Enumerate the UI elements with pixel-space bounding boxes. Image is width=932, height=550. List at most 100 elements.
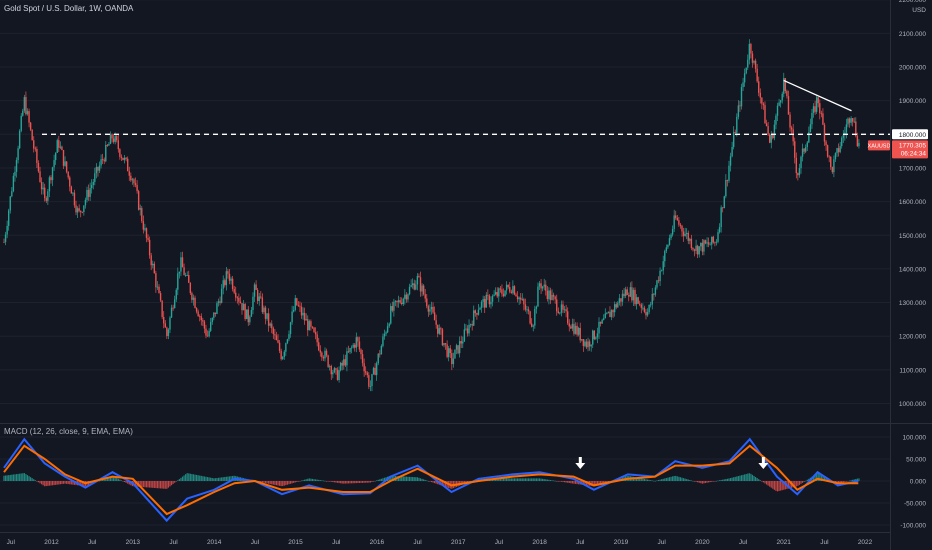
histogram-bar xyxy=(750,473,752,481)
candle-body xyxy=(233,289,235,293)
histogram-bar xyxy=(670,476,672,481)
candle-body xyxy=(603,318,605,320)
histogram-bar xyxy=(264,481,267,484)
symbol-title[interactable]: Gold Spot / U.S. Dollar, 1W, OANDA xyxy=(4,4,134,13)
histogram-bar xyxy=(418,477,420,481)
histogram-bar xyxy=(189,473,191,481)
candle-body xyxy=(858,142,860,147)
histogram-bar xyxy=(167,481,170,488)
histogram-bar xyxy=(108,477,110,481)
histogram-bar xyxy=(571,481,573,484)
histogram-bar xyxy=(423,479,425,481)
candle-body xyxy=(205,328,207,336)
histogram-bar xyxy=(311,478,314,481)
candle-body xyxy=(823,124,826,142)
candle-body xyxy=(119,149,121,157)
histogram-bar xyxy=(12,474,14,481)
candle-body xyxy=(368,375,370,387)
candle-body xyxy=(684,233,686,237)
candle-body xyxy=(540,283,542,289)
histogram-bar xyxy=(775,481,777,491)
candle-body xyxy=(408,286,411,295)
candle-body xyxy=(116,136,118,141)
candle-body xyxy=(653,293,655,295)
candle-body xyxy=(203,321,206,329)
candle-body xyxy=(778,102,780,106)
histogram-bar xyxy=(200,475,202,481)
histogram-bar xyxy=(166,481,168,489)
candle-body xyxy=(78,208,80,211)
histogram-bar xyxy=(123,481,126,482)
candle-body xyxy=(103,159,105,162)
histogram-bar xyxy=(845,481,848,482)
candle-body xyxy=(551,294,553,300)
histogram-bar xyxy=(509,478,511,481)
candle-body xyxy=(172,307,174,309)
candle-body xyxy=(148,239,151,256)
trendline[interactable] xyxy=(783,79,852,112)
price-axis[interactable]: USD 2200.000 2100.000 2000.000 1900.000 1700.… xyxy=(890,0,932,550)
histogram-bar xyxy=(432,481,434,483)
candle-body xyxy=(126,158,129,172)
candle-body xyxy=(447,348,450,357)
candle-body xyxy=(418,276,420,278)
candle-body xyxy=(758,81,760,93)
histogram-bar xyxy=(513,478,516,481)
histogram-bar xyxy=(205,476,207,481)
arrow-shaft xyxy=(761,457,765,464)
candle-body xyxy=(394,300,397,302)
candle-body xyxy=(510,291,513,293)
histogram-bar xyxy=(144,481,146,488)
candle-body xyxy=(427,306,430,312)
histogram-bar xyxy=(725,479,727,481)
down-arrow-icon xyxy=(575,457,586,469)
histogram-bar xyxy=(640,478,642,481)
candle-body xyxy=(424,294,426,299)
time-tick-label: 2018 xyxy=(532,539,547,546)
price-tick-label: 1400.000 xyxy=(899,266,926,273)
candle-body xyxy=(213,312,215,318)
candle-body xyxy=(739,105,741,107)
candle-body xyxy=(515,294,517,297)
candle-body xyxy=(753,60,755,63)
histogram-bar xyxy=(346,481,348,484)
candle-body xyxy=(94,173,96,182)
macd-indicator-label[interactable]: MACD (12, 26, close, 9, EMA, EMA) xyxy=(4,427,133,436)
candle-body xyxy=(133,179,135,184)
candle-body xyxy=(659,270,661,282)
candle-body xyxy=(676,218,679,221)
histogram-bar xyxy=(55,481,57,485)
candle-body xyxy=(385,332,387,334)
candle-body xyxy=(289,322,292,335)
histogram-bar xyxy=(332,481,334,483)
candle-body xyxy=(181,257,184,268)
histogram-bar xyxy=(9,474,11,481)
histogram-bar xyxy=(172,481,174,484)
time-axis[interactable]: Jul 2012 Jul 2013 Jul 2014 Jul 2015 Jul 2016 Jul 20… xyxy=(0,532,890,550)
histogram-bar xyxy=(534,478,536,481)
price-pane[interactable]: XAUUSD xyxy=(0,0,890,423)
candle-body xyxy=(173,299,176,309)
candle-body xyxy=(812,106,815,114)
candle-body xyxy=(618,298,621,303)
candle-body xyxy=(429,309,431,312)
candle-body xyxy=(415,284,417,290)
price-tick-label: 1000.000 xyxy=(899,401,926,408)
candle-body xyxy=(54,152,57,161)
candle-body xyxy=(34,148,37,150)
macd-pane[interactable] xyxy=(0,424,890,532)
candle-body xyxy=(559,312,561,314)
candle-body xyxy=(45,198,47,201)
candle-body xyxy=(720,207,722,228)
candle-body xyxy=(419,277,422,292)
candle-body xyxy=(820,113,823,115)
histogram-bar xyxy=(272,481,274,485)
histogram-bar xyxy=(14,474,16,481)
histogram-bar xyxy=(695,481,697,482)
histogram-bar xyxy=(714,481,716,482)
pane-separator[interactable] xyxy=(0,423,932,424)
histogram-bar xyxy=(806,479,808,481)
candle-body xyxy=(297,305,300,306)
histogram-bar xyxy=(170,481,173,486)
histogram-bar xyxy=(199,475,201,481)
